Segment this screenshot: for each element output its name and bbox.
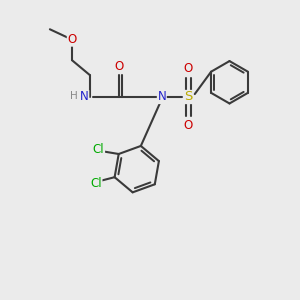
Text: N: N: [158, 91, 166, 103]
Text: H: H: [70, 91, 77, 100]
Text: Cl: Cl: [93, 143, 104, 156]
Text: O: O: [67, 33, 76, 46]
Text: O: O: [184, 62, 193, 75]
Text: N: N: [80, 91, 89, 103]
Text: O: O: [115, 60, 124, 73]
Text: S: S: [184, 91, 193, 103]
Text: Cl: Cl: [90, 178, 102, 190]
Text: O: O: [184, 119, 193, 132]
